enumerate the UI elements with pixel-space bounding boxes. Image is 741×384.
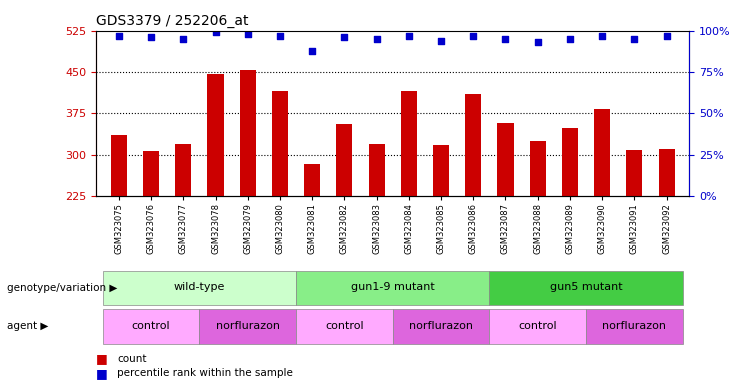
Text: control: control [325,321,364,331]
Bar [489,271,682,305]
Text: percentile rank within the sample: percentile rank within the sample [117,368,293,378]
Text: gun1-9 mutant: gun1-9 mutant [350,282,435,292]
Point [499,36,511,42]
Bar [368,144,385,196]
Point [370,36,382,42]
Point [274,33,286,39]
Point [177,36,189,42]
Text: ■: ■ [96,353,112,366]
Point [339,34,350,40]
Bar [562,128,578,196]
Point [661,33,673,39]
Bar [176,144,191,196]
Text: ■: ■ [96,367,112,380]
Point [532,39,544,45]
Text: control: control [132,321,170,331]
Bar [659,149,674,196]
Bar [497,122,514,196]
Bar [111,135,127,196]
Text: norflurazon: norflurazon [602,321,666,331]
Bar [143,151,159,196]
Bar [304,164,320,196]
Text: GDS3379 / 252206_at: GDS3379 / 252206_at [96,14,249,28]
Point [597,33,608,39]
Text: norflurazon: norflurazon [409,321,473,331]
Bar [433,145,449,196]
Point [113,33,124,39]
Text: gun5 mutant: gun5 mutant [550,282,622,292]
Bar [296,271,489,305]
Point [628,36,640,42]
Bar [336,124,353,196]
Text: norflurazon: norflurazon [216,321,280,331]
Bar [594,109,610,196]
Bar [207,74,224,196]
Text: control: control [519,321,557,331]
Bar [586,309,682,344]
Bar [199,309,296,344]
Point [403,33,415,39]
Bar [103,271,296,305]
Bar [296,309,393,344]
Text: genotype/variation ▶: genotype/variation ▶ [7,283,118,293]
Point [145,34,157,40]
Point [468,33,479,39]
Bar [272,91,288,196]
Point [242,31,253,37]
Point [306,48,318,54]
Text: count: count [117,354,147,364]
Bar [465,94,482,196]
Bar [103,309,199,344]
Point [564,36,576,42]
Point [435,38,447,44]
Point [210,29,222,35]
Bar [489,309,586,344]
Bar [239,70,256,196]
Bar [401,91,417,196]
Text: wild-type: wild-type [173,282,225,292]
Bar [393,309,489,344]
Bar [626,150,642,196]
Text: agent ▶: agent ▶ [7,321,49,331]
Bar [530,141,546,196]
